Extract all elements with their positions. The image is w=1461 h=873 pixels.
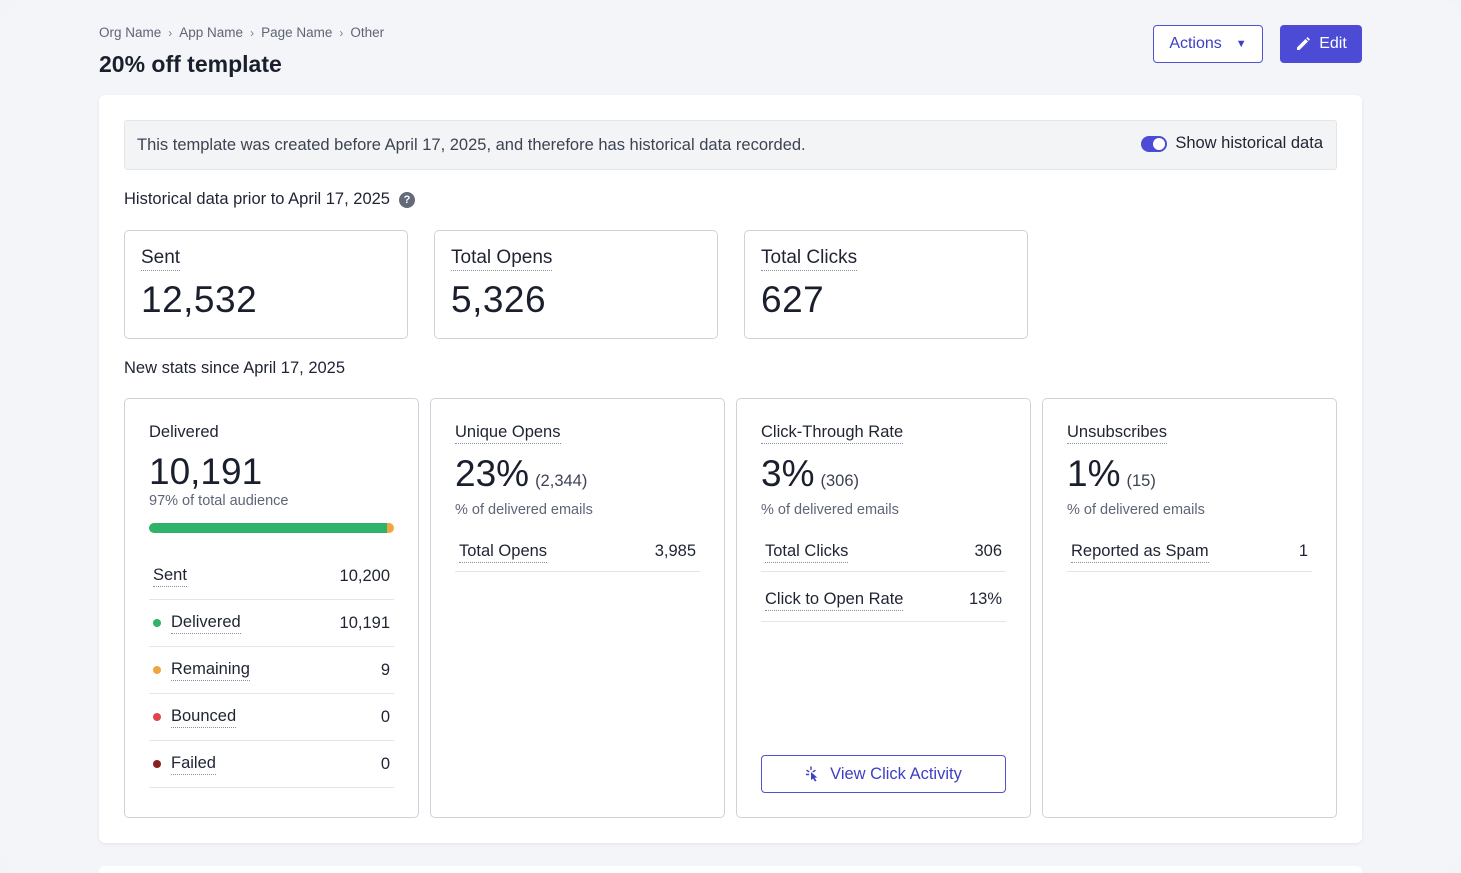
total-clicks-value: 306	[974, 542, 1002, 560]
breadcrumb-page[interactable]: Page Name	[261, 25, 333, 40]
status-dot-icon	[153, 760, 161, 768]
click-pointer-icon	[805, 766, 818, 782]
unique-opens-sub: % of delivered emails	[455, 502, 593, 518]
total-clicks-label[interactable]: Total Clicks	[765, 542, 849, 563]
actions-button-label: Actions	[1169, 35, 1222, 52]
click-to-open-label[interactable]: Click to Open Rate	[765, 590, 904, 611]
historical-sent-label[interactable]: Sent	[141, 247, 181, 271]
historical-sent-card: Sent 12,532	[124, 230, 408, 339]
spam-value: 1	[1298, 542, 1308, 560]
chevron-right-icon: ›	[339, 25, 344, 40]
delivery-row-label[interactable]: Remaining	[171, 660, 250, 681]
new-stats-section-label: New stats since April 17, 2025	[124, 359, 345, 378]
total-clicks-row: Total Clicks 306	[761, 535, 1006, 572]
unsubscribes-count: (15)	[1126, 472, 1156, 490]
stats-panel: This template was created before April 1…	[99, 95, 1362, 843]
delivery-row-label[interactable]: Delivered	[171, 613, 241, 634]
breadcrumb: Org Name › App Name › Page Name › Other	[99, 25, 384, 40]
historical-notice: This template was created before April 1…	[124, 120, 1337, 170]
delivered-card: Delivered 10,191 97% of total audience S…	[124, 398, 419, 818]
caret-down-icon: ▼	[1235, 38, 1247, 50]
unsubscribes-list: Reported as Spam 1	[1067, 535, 1312, 572]
next-panel	[99, 866, 1362, 873]
page-title: 20% off template	[99, 51, 282, 77]
ctr-sub: % of delivered emails	[761, 502, 899, 518]
delivery-row-value: 10,200	[339, 566, 390, 585]
unsubscribes-card: Unsubscribes 1% (15) % of delivered email…	[1042, 398, 1337, 818]
actions-button[interactable]: Actions ▼	[1153, 25, 1263, 63]
historical-section-text: Historical data prior to April 17, 2025	[124, 190, 390, 208]
historical-opens-card: Total Opens 5,326	[434, 230, 718, 339]
delivery-row-bounced: Bounced 0	[149, 694, 394, 741]
delivery-row-delivered: Delivered 10,191	[149, 600, 394, 647]
historical-sent-value: 12,532	[141, 279, 258, 320]
delivered-title: Delivered	[149, 423, 219, 441]
historical-clicks-value: 627	[761, 279, 825, 320]
ctr-card: Click-Through Rate 3% (306) % of delivere…	[736, 398, 1031, 818]
unsubscribes-sub: % of delivered emails	[1067, 502, 1205, 518]
historical-clicks-card: Total Clicks 627	[744, 230, 1028, 339]
help-icon[interactable]: ?	[398, 191, 415, 208]
view-click-activity-button[interactable]: View Click Activity	[761, 755, 1006, 793]
ctr-list: Total Clicks 306 Click to Open Rate 13%	[761, 535, 1006, 622]
historical-section-label: Historical data prior to April 17, 2025 …	[124, 190, 415, 209]
show-historical-label: Show historical data	[1175, 134, 1323, 152]
total-opens-row: Total Opens 3,985	[455, 535, 700, 572]
delivery-row-value: 9	[380, 660, 390, 679]
unsubscribes-title[interactable]: Unsubscribes	[1067, 423, 1167, 444]
new-stats-section-text: New stats since April 17, 2025	[124, 359, 346, 377]
unique-opens-count: (2,344)	[535, 472, 588, 490]
historical-opens-value: 5,326	[451, 279, 547, 320]
breadcrumb-current: Other	[350, 25, 385, 40]
unique-opens-card: Unique Opens 23% (2,344) % of delivered e…	[430, 398, 725, 818]
historical-clicks-label[interactable]: Total Clicks	[761, 247, 858, 271]
historical-notice-text: This template was created before April 1…	[137, 135, 806, 154]
delivery-row-remaining: Remaining 9	[149, 647, 394, 694]
ctr-count: (306)	[820, 472, 860, 490]
delivery-row-value: 10,191	[339, 613, 390, 632]
ctr-value: 3%	[761, 453, 815, 494]
status-dot-icon	[153, 619, 161, 627]
spam-row: Reported as Spam 1	[1067, 535, 1312, 572]
delivery-row-failed: Failed 0	[149, 741, 394, 788]
historical-opens-label[interactable]: Total Opens	[451, 247, 553, 271]
chevron-right-icon: ›	[168, 25, 173, 40]
edit-button-label: Edit	[1319, 35, 1347, 52]
total-opens-label[interactable]: Total Opens	[459, 542, 548, 563]
spam-label[interactable]: Reported as Spam	[1071, 542, 1209, 563]
delivery-row-value: 0	[380, 707, 390, 726]
ctr-title[interactable]: Click-Through Rate	[761, 423, 904, 444]
unique-opens-title[interactable]: Unique Opens	[455, 423, 561, 444]
edit-button[interactable]: Edit	[1280, 25, 1362, 63]
view-click-activity-label: View Click Activity	[830, 764, 962, 783]
delivery-breakdown-list: Sent 10,200 Delivered 10,191 Remaining 9…	[149, 553, 394, 788]
delivery-progress-bar	[149, 523, 394, 533]
unique-opens-list: Total Opens 3,985	[455, 535, 700, 572]
delivery-progress-fill	[149, 523, 387, 533]
delivery-row-value: 0	[380, 754, 390, 773]
delivery-row-sent: Sent 10,200	[149, 553, 394, 600]
delivery-row-label[interactable]: Sent	[153, 566, 187, 587]
historical-toggle-group: Show historical data	[1141, 134, 1323, 153]
unique-opens-value-line: 23% (2,344)	[455, 454, 700, 501]
show-historical-toggle[interactable]	[1141, 135, 1168, 152]
total-opens-value: 3,985	[654, 542, 696, 560]
breadcrumb-app[interactable]: App Name	[179, 25, 244, 40]
click-to-open-value: 13%	[968, 590, 1002, 608]
unique-opens-value: 23%	[455, 453, 530, 494]
chevron-right-icon: ›	[250, 25, 255, 40]
breadcrumb-org[interactable]: Org Name	[99, 25, 162, 40]
status-dot-icon	[153, 666, 161, 674]
click-to-open-row: Click to Open Rate 13%	[761, 572, 1006, 622]
delivery-row-label[interactable]: Bounced	[171, 707, 237, 728]
delivery-row-label[interactable]: Failed	[171, 754, 216, 775]
pencil-icon	[1297, 37, 1311, 50]
unsubscribes-value-line: 1% (15)	[1067, 454, 1312, 501]
ctr-value-line: 3% (306)	[761, 454, 1006, 501]
delivered-sub: 97% of total audience	[149, 493, 289, 509]
delivered-value: 10,191	[149, 451, 263, 492]
unsubscribes-value: 1%	[1067, 453, 1121, 494]
status-dot-icon	[153, 713, 161, 721]
